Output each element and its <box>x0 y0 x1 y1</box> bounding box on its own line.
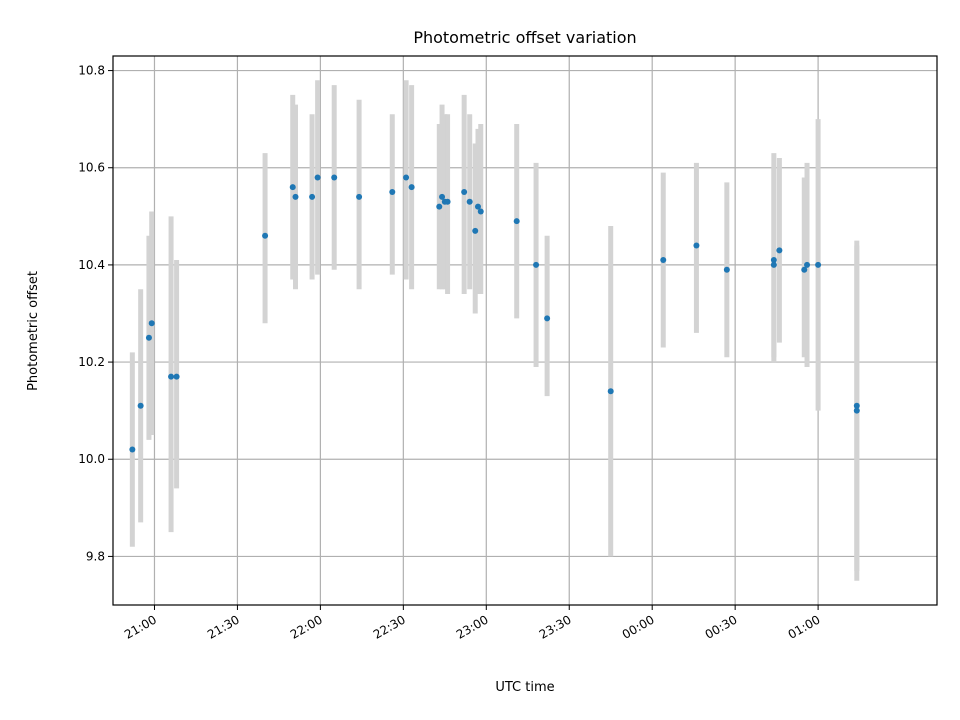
data-point <box>148 320 155 327</box>
data-point <box>660 257 667 264</box>
y-tick-label: 9.8 <box>86 549 105 563</box>
y-ticks: 9.8 10.0 10.2 10.4 10.6 10.8 <box>78 64 113 563</box>
data-point <box>770 261 777 268</box>
y-tick-label: 10.0 <box>78 452 105 466</box>
data-point <box>776 247 783 254</box>
data-point <box>477 208 484 215</box>
data-point <box>723 266 730 273</box>
data-point <box>815 261 822 268</box>
data-point <box>436 203 443 210</box>
data-point <box>145 334 152 341</box>
x-axis-label: UTC time <box>495 680 554 695</box>
data-point <box>289 184 296 191</box>
data-point <box>439 193 446 200</box>
data-point <box>461 189 468 196</box>
data-point <box>472 227 479 234</box>
data-point <box>474 203 481 210</box>
data-point <box>403 174 410 181</box>
data-point <box>356 193 363 200</box>
data-point <box>389 189 396 196</box>
data-point <box>137 402 144 409</box>
y-tick-label: 10.4 <box>78 258 105 272</box>
data-point <box>533 261 540 268</box>
data-point <box>408 184 415 191</box>
data-point <box>853 407 860 414</box>
plot-frame <box>112 55 938 606</box>
data-point <box>607 388 614 395</box>
data-point <box>129 446 136 453</box>
data-point <box>173 373 180 380</box>
data-point <box>262 232 269 239</box>
data-point <box>513 218 520 225</box>
data-points <box>129 174 860 453</box>
data-point <box>466 198 473 205</box>
data-point <box>314 174 321 181</box>
data-point <box>853 402 860 409</box>
data-point <box>292 193 299 200</box>
chart-title: Photometric offset variation <box>413 28 636 47</box>
y-tick-label: 10.8 <box>78 64 105 78</box>
data-point <box>770 257 777 264</box>
y-tick-label: 10.6 <box>78 161 105 175</box>
data-point <box>801 266 808 273</box>
data-point <box>804 261 811 268</box>
data-point <box>331 174 338 181</box>
y-tick-label: 10.2 <box>78 355 105 369</box>
data-point <box>544 315 551 322</box>
data-point <box>444 198 451 205</box>
data-point <box>309 193 316 200</box>
data-point <box>168 373 175 380</box>
data-point <box>693 242 700 249</box>
y-axis-label: Photometric offset <box>26 271 41 391</box>
